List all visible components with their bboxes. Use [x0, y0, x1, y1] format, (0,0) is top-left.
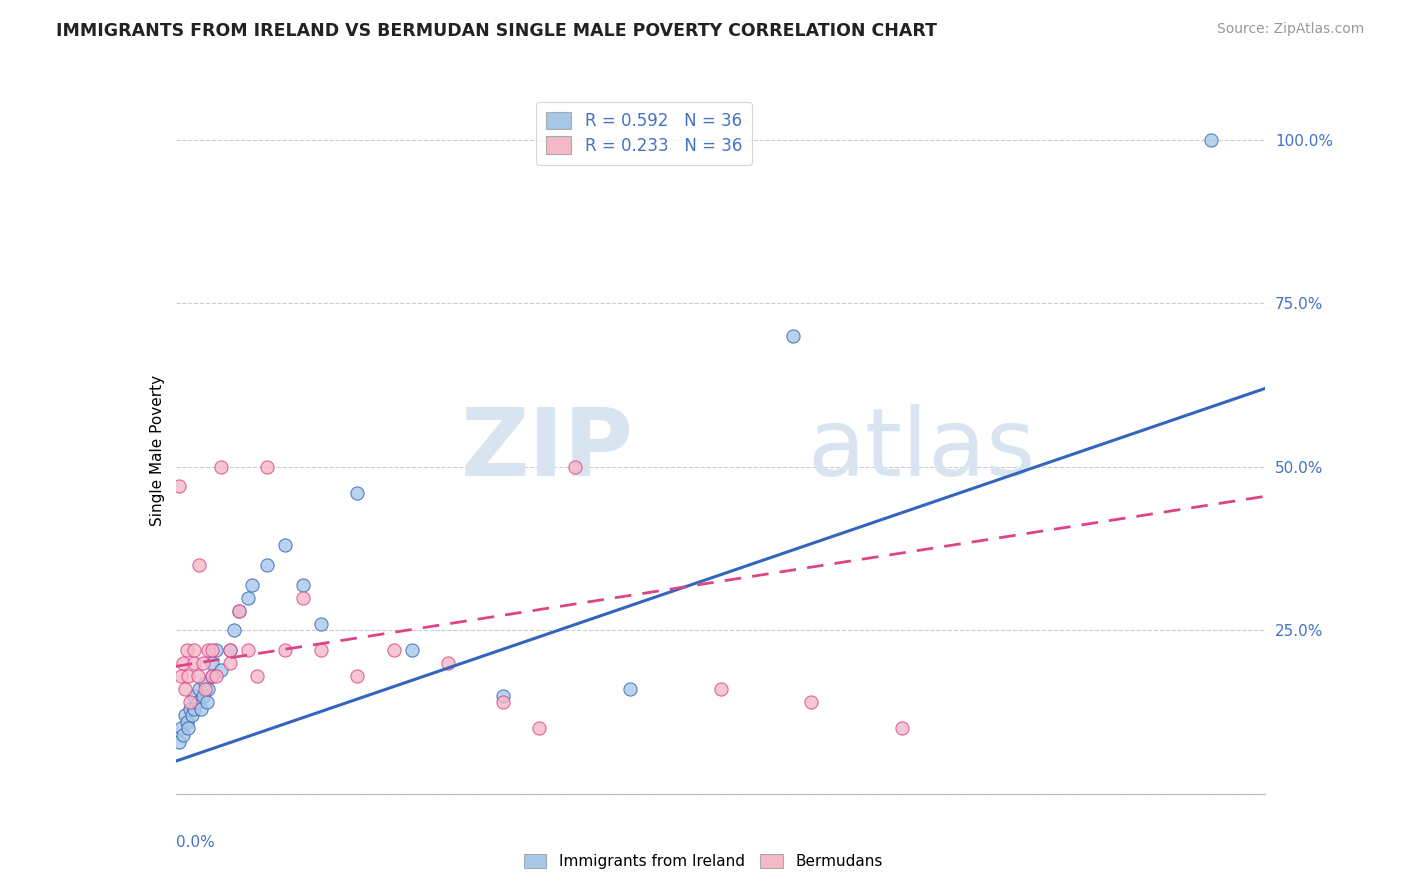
Text: IMMIGRANTS FROM IRELAND VS BERMUDAN SINGLE MALE POVERTY CORRELATION CHART: IMMIGRANTS FROM IRELAND VS BERMUDAN SING… — [56, 22, 938, 40]
Point — [527, 722, 550, 736]
Point — [564, 459, 586, 474]
Point — [274, 643, 297, 657]
Point — [309, 616, 332, 631]
Point — [197, 643, 219, 657]
Point — [169, 734, 191, 748]
Point — [201, 669, 224, 683]
Point — [183, 656, 205, 670]
Point — [201, 656, 224, 670]
Text: Source: ZipAtlas.com: Source: ZipAtlas.com — [1216, 22, 1364, 37]
Point — [274, 538, 297, 552]
Legend: Immigrants from Ireland, Bermudans: Immigrants from Ireland, Bermudans — [517, 848, 889, 875]
Point — [173, 708, 195, 723]
Point — [172, 656, 194, 670]
Point — [176, 714, 198, 729]
Point — [256, 558, 278, 572]
Y-axis label: Single Male Poverty: Single Male Poverty — [149, 375, 165, 526]
Point — [246, 669, 269, 683]
Point — [492, 695, 515, 709]
Point — [170, 722, 193, 736]
Point — [219, 656, 242, 670]
Point — [291, 591, 314, 605]
Point — [191, 689, 214, 703]
Point — [710, 682, 733, 697]
Point — [309, 643, 332, 657]
Point — [195, 695, 218, 709]
Point — [173, 682, 195, 697]
Point — [619, 682, 641, 697]
Point — [183, 643, 205, 657]
Point — [219, 643, 242, 657]
Point — [238, 643, 260, 657]
Point — [186, 695, 209, 709]
Point — [238, 591, 260, 605]
Point — [346, 669, 368, 683]
Point — [204, 643, 226, 657]
Point — [181, 708, 204, 723]
Point — [194, 675, 217, 690]
Point — [382, 643, 405, 657]
Point — [194, 682, 217, 697]
Point — [188, 558, 211, 572]
Point — [256, 459, 278, 474]
Point — [209, 663, 232, 677]
Point — [800, 695, 823, 709]
Point — [240, 577, 263, 591]
Point — [204, 669, 226, 683]
Point — [176, 643, 198, 657]
Point — [177, 669, 200, 683]
Legend: R = 0.592   N = 36, R = 0.233   N = 36: R = 0.592 N = 36, R = 0.233 N = 36 — [537, 102, 752, 165]
Point — [228, 604, 250, 618]
Point — [188, 682, 211, 697]
Point — [170, 669, 193, 683]
Point — [179, 695, 201, 709]
Point — [172, 728, 194, 742]
Text: 0.0%: 0.0% — [176, 835, 215, 850]
Point — [183, 702, 205, 716]
Point — [492, 689, 515, 703]
Point — [177, 722, 200, 736]
Point — [201, 643, 224, 657]
Text: atlas: atlas — [807, 404, 1036, 497]
Point — [197, 682, 219, 697]
Point — [222, 624, 245, 638]
Point — [228, 604, 250, 618]
Point — [437, 656, 460, 670]
Point — [291, 577, 314, 591]
Point — [891, 722, 914, 736]
Point — [209, 459, 232, 474]
Point — [219, 643, 242, 657]
Point — [186, 669, 209, 683]
Point — [183, 689, 205, 703]
Point — [201, 669, 224, 683]
Point — [169, 479, 191, 493]
Point — [179, 702, 201, 716]
Point — [346, 486, 368, 500]
Point — [401, 643, 423, 657]
Point — [782, 329, 804, 343]
Point — [190, 702, 212, 716]
Text: ZIP: ZIP — [461, 404, 633, 497]
Point — [1199, 133, 1222, 147]
Point — [191, 656, 214, 670]
